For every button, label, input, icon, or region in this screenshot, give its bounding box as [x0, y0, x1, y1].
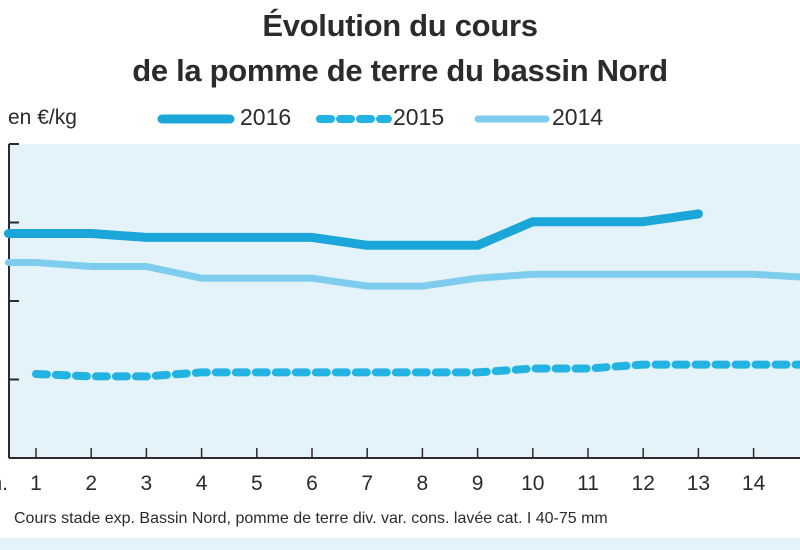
x-tick-label-9: 9 [472, 472, 484, 495]
x-tick-label-13: 13 [687, 472, 710, 495]
x-tick-label-10: 10 [521, 472, 544, 495]
chart-source-note: Cours stade exp. Bassin Nord, pomme de t… [14, 510, 608, 527]
x-tick-label-1: 1 [30, 472, 42, 495]
x-tick-label-11: 11 [577, 472, 599, 495]
x-tick-label-8: 8 [417, 472, 429, 495]
x-tick-label-4: 4 [196, 472, 208, 495]
x-tick-label-12: 12 [632, 472, 655, 495]
series-line-2014 [4, 259, 800, 290]
x-tick-label-3: 3 [141, 472, 153, 495]
legend-label-2014: 2014 [552, 104, 604, 130]
x-tick-label-2: 2 [85, 472, 97, 495]
x-tick-label-7: 7 [361, 472, 373, 495]
series-line-2016 [3, 209, 703, 250]
series-line-2015 [32, 360, 800, 381]
chart-title-line1: Évolution du cours [262, 8, 538, 43]
chart-title-line2: de la pomme de terre du bassin Nord [132, 53, 668, 88]
y-unit-label: en €/kg [8, 106, 77, 129]
x-tick-label-6: 6 [306, 472, 318, 495]
x-axis-prefix: n. [0, 472, 8, 495]
x-tick-label-5: 5 [251, 472, 263, 495]
plot-background [9, 144, 800, 458]
bottom-strip [0, 538, 800, 550]
x-tick-label-14: 14 [742, 472, 766, 495]
legend-label-2016: 2016 [240, 104, 292, 130]
legend-label-2015: 2015 [393, 104, 445, 130]
